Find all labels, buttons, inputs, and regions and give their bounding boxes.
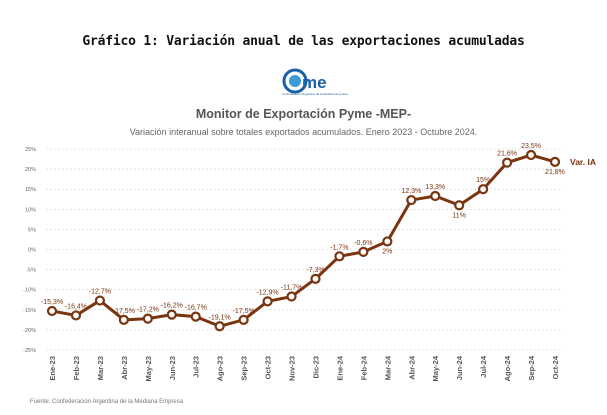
came-logo: me Confederación Argentina de la Mediana… xyxy=(282,68,348,100)
series-var-ia xyxy=(46,149,561,332)
x-tick-label: Jun-24 xyxy=(455,355,464,380)
chart-subtitle: Variación interanual sobre totales expor… xyxy=(129,127,478,137)
data-label: -7,3% xyxy=(306,267,324,274)
x-tick-label: Ene-23 xyxy=(48,356,57,381)
data-point xyxy=(501,157,513,168)
document-title: Gráfico 1: Variación anual de las export… xyxy=(82,34,525,49)
data-label: -17,5% xyxy=(233,308,255,315)
data-label: -1,7% xyxy=(330,244,348,251)
data-point xyxy=(94,295,106,306)
y-tick-label: 15% xyxy=(25,187,36,193)
x-tick-label: Sep-24 xyxy=(527,355,536,380)
data-label: -17,5% xyxy=(113,308,135,315)
y-axis: -25% -20% -15% -10% -5% 0% 5% 10% 15% 20% 25% xyxy=(23,147,36,354)
data-point xyxy=(190,311,201,322)
legend-series-name: Var. IA xyxy=(570,157,596,167)
data-point xyxy=(310,273,321,284)
x-tick-label: Sep-23 xyxy=(240,356,249,381)
logo-subtitle: Confederación Argentina de la Mediana Em… xyxy=(282,92,348,96)
x-tick-label: May-23 xyxy=(144,356,153,381)
x-tick-label: Feb-23 xyxy=(72,356,81,380)
data-labels: -15,3%-16,4%-12,7%-17,5% -17,2%-16,2% -16,… xyxy=(41,143,565,321)
legend: Var. IA xyxy=(570,157,596,167)
x-tick-label: Nov-23 xyxy=(288,356,297,381)
data-point xyxy=(382,236,393,247)
data-label: -19,1% xyxy=(209,314,231,321)
data-label: -0,6% xyxy=(354,240,372,247)
x-tick-label: Ago-24 xyxy=(503,355,512,381)
y-tick-label: -10% xyxy=(23,288,36,294)
data-label: -15,3% xyxy=(41,299,63,306)
x-tick-label: May-24 xyxy=(431,355,440,381)
y-tick-label: -20% xyxy=(23,328,36,334)
data-label: -16,7% xyxy=(185,305,207,312)
data-point xyxy=(549,156,561,167)
data-point xyxy=(478,184,489,195)
x-tick-label: Mar-24 xyxy=(383,355,392,380)
y-tick-label: 10% xyxy=(25,207,36,213)
x-axis: Ene-23 Feb-23 Mar-23 Abr-23 May-23 Jun-23 Jul-… xyxy=(48,355,560,381)
data-point xyxy=(286,291,297,302)
x-tick-label: Jul-23 xyxy=(192,356,201,378)
y-tick-label: 20% xyxy=(25,167,36,173)
data-point xyxy=(70,310,82,321)
data-point xyxy=(406,194,417,206)
y-tick-label: -15% xyxy=(23,308,36,314)
y-tick-label: 25% xyxy=(25,147,36,153)
data-label: 12,3% xyxy=(401,188,421,195)
data-point xyxy=(525,149,537,161)
series-line xyxy=(51,153,556,328)
data-point xyxy=(46,305,58,317)
data-point xyxy=(454,200,465,211)
data-label: 13,3% xyxy=(425,184,445,191)
data-label: 21,6% xyxy=(497,151,517,158)
data-point xyxy=(238,314,249,325)
y-tick-label: 5% xyxy=(28,227,36,233)
data-point xyxy=(166,309,177,320)
x-tick-label: Ago-23 xyxy=(216,356,225,381)
data-point xyxy=(358,246,369,258)
logo-wordmark: me xyxy=(302,73,327,92)
x-tick-label: Dic-23 xyxy=(311,356,320,379)
y-tick-label: 0% xyxy=(28,248,36,254)
data-label: -16,2% xyxy=(161,303,183,310)
x-tick-label: Ene-24 xyxy=(335,355,344,380)
x-tick-label: Oct-24 xyxy=(551,355,560,379)
data-label: -12,7% xyxy=(89,289,111,296)
x-tick-label: Mar-23 xyxy=(96,356,105,380)
came-logo-mark: me xyxy=(282,68,327,94)
x-tick-label: Feb-24 xyxy=(359,355,368,380)
data-label: 15% xyxy=(476,177,490,184)
data-label: -17,2% xyxy=(137,307,159,314)
data-point xyxy=(142,313,153,324)
x-tick-label: Oct-23 xyxy=(264,356,273,379)
data-point xyxy=(118,314,129,325)
x-tick-label: Abr-24 xyxy=(407,355,416,380)
data-label: 23,5% xyxy=(521,143,541,150)
data-label: -12,9% xyxy=(256,289,278,296)
data-label: 21,8% xyxy=(545,169,565,176)
data-point xyxy=(262,296,273,307)
data-point xyxy=(334,251,345,262)
data-point xyxy=(430,190,441,202)
y-tick-label: -25% xyxy=(23,348,36,354)
data-label: -16,4% xyxy=(65,303,87,310)
data-label: -11,7% xyxy=(281,285,303,292)
x-tick-label: Jul-24 xyxy=(479,355,488,378)
x-tick-label: Abr-23 xyxy=(120,356,129,380)
x-tick-label: Jun-23 xyxy=(168,356,177,380)
data-point xyxy=(214,321,225,332)
data-label: 2% xyxy=(382,248,392,255)
source-note: Fuente: Confederación Argentina de la Me… xyxy=(30,399,184,405)
y-tick-label: -5% xyxy=(26,268,36,274)
data-label: 11% xyxy=(452,212,466,219)
chart-title: Monitor de Exportación Pyme -MEP- xyxy=(195,107,412,121)
